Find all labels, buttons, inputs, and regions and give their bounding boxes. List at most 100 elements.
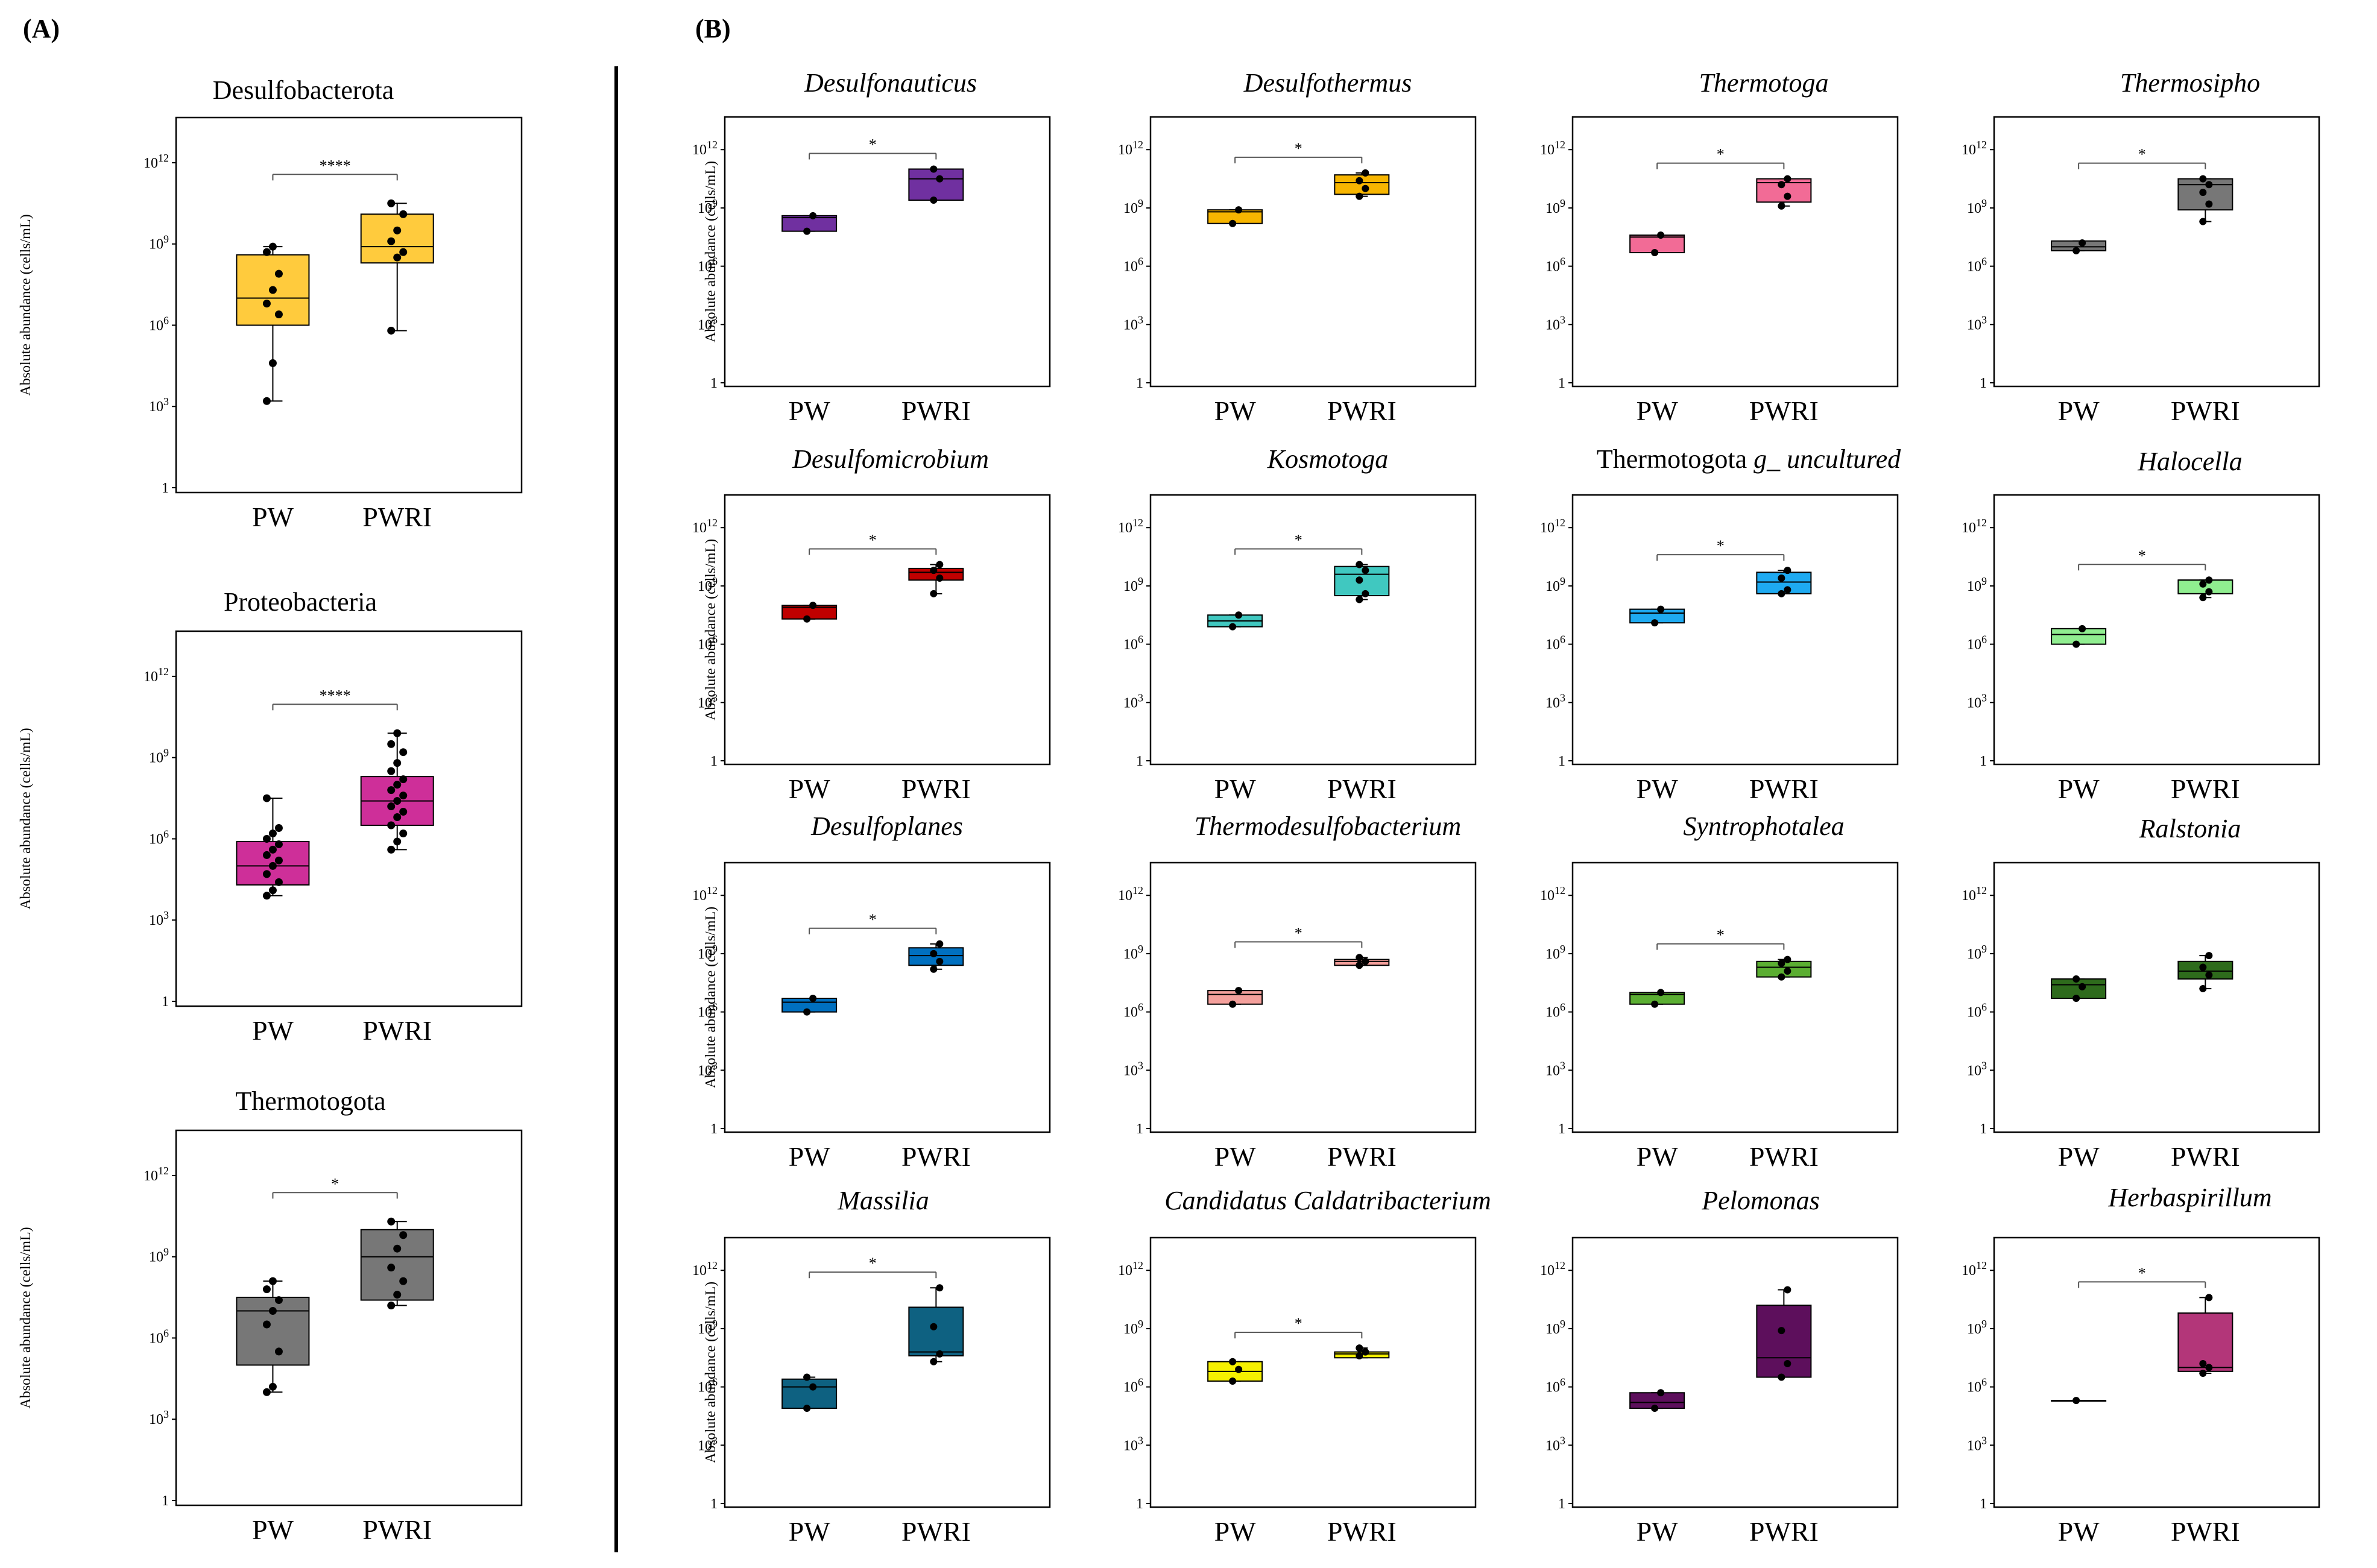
x-category-label: PW xyxy=(252,1514,294,1545)
y-tick-label: 109 xyxy=(698,197,718,216)
y-tick-exponent: 3 xyxy=(1138,1434,1143,1446)
y-tick-exponent: 9 xyxy=(1138,943,1143,955)
y-tick-exponent: 6 xyxy=(1560,1001,1565,1013)
plot-frame xyxy=(1571,494,1899,766)
x-category-label: PW xyxy=(1637,1516,1679,1547)
y-tick-exponent: 3 xyxy=(1560,1434,1565,1446)
x-category-label: PWRI xyxy=(2171,773,2240,804)
data-point xyxy=(268,242,277,251)
x-category-label: PW xyxy=(1637,395,1679,426)
y-tick-base: 1 xyxy=(1980,1496,1987,1512)
y-tick-base: 10 xyxy=(1545,695,1560,711)
y-tick-base: 10 xyxy=(149,913,163,928)
y-tick-label: 109 xyxy=(149,747,169,766)
data-point xyxy=(930,567,938,575)
y-tick-label: 103 xyxy=(698,691,718,711)
y-tick-label: 106 xyxy=(149,314,169,333)
y-tick-base: 1 xyxy=(1136,376,1143,391)
y-tick-exponent: 12 xyxy=(1132,517,1143,529)
data-point xyxy=(2205,1294,2213,1302)
y-tick-label: 106 xyxy=(1967,256,1987,275)
y-tick-base: 10 xyxy=(1967,1005,1981,1021)
plot-frame xyxy=(1993,116,2320,388)
plot-frame xyxy=(1149,494,1477,766)
y-axis-label: Absolute abundance (cells/mL) xyxy=(18,1227,34,1408)
y-tick-label: 103 xyxy=(1123,691,1143,711)
y-tick-exponent: 12 xyxy=(707,1259,718,1271)
x-category-label: PW xyxy=(789,1141,831,1172)
y-tick-label: 106 xyxy=(1123,256,1143,275)
y-tick-exponent: 3 xyxy=(712,1059,718,1071)
box-pw: PW xyxy=(2051,975,2107,1172)
y-tick-label: 1 xyxy=(710,1121,718,1137)
y-tick-exponent: 6 xyxy=(1560,1376,1565,1388)
x-category-label: PW xyxy=(252,502,294,532)
y-tick-label: 106 xyxy=(149,1327,169,1346)
data-point xyxy=(2199,189,2207,197)
chart-title: Desulfobacterota xyxy=(213,75,394,105)
y-tick-label: 1012 xyxy=(1118,517,1143,536)
data-point xyxy=(2205,952,2213,960)
y-axis-label: Absolute abundance (cells/mL) xyxy=(703,907,719,1088)
y-tick-label: 1 xyxy=(710,1496,718,1512)
data-point xyxy=(393,813,402,822)
y-tick-label: 103 xyxy=(1967,313,1987,333)
x-category-label: PW xyxy=(1214,1516,1257,1547)
data-point xyxy=(1784,1359,1791,1367)
box-pwri: PWRI xyxy=(360,1217,434,1545)
y-tick-label: 106 xyxy=(1967,1001,1987,1021)
data-point xyxy=(1362,957,1369,965)
y-tick-base: 10 xyxy=(1540,520,1555,536)
y-tick-base: 10 xyxy=(1123,637,1138,653)
y-tick-base: 10 xyxy=(1123,317,1138,333)
data-point xyxy=(387,845,396,854)
data-point xyxy=(2072,247,2080,254)
significance-stars: * xyxy=(2138,146,2146,163)
y-tick-exponent: 12 xyxy=(1555,139,1565,151)
y-tick-label: 103 xyxy=(1967,1434,1987,1453)
data-point xyxy=(930,949,938,957)
data-point xyxy=(2079,239,2086,247)
data-point xyxy=(1362,184,1369,192)
y-tick-exponent: 12 xyxy=(1132,139,1143,151)
box-pwri: PWRI xyxy=(1749,1286,1819,1547)
y-tick-exponent: 6 xyxy=(1560,256,1565,268)
box-iqr xyxy=(2177,960,2233,980)
y-axis-label: Absolute abundance (cells/mL) xyxy=(703,539,719,720)
y-tick-base: 10 xyxy=(1540,142,1555,158)
data-point xyxy=(387,199,396,207)
y-tick-label: 109 xyxy=(1967,1318,1987,1337)
chart-title: Syntrophotalea xyxy=(1683,811,1844,841)
box-pwri: PWRI xyxy=(901,165,971,426)
chart-title: Thermosipho xyxy=(2120,68,2260,98)
y-tick-exponent: 6 xyxy=(1138,1376,1143,1388)
data-point xyxy=(809,1383,817,1391)
box-pw: PW xyxy=(1629,231,1685,426)
data-point xyxy=(268,829,277,837)
box-pw: PW xyxy=(781,602,838,804)
x-category-label: PWRI xyxy=(1749,1141,1819,1172)
y-tick-base: 10 xyxy=(1118,888,1132,904)
y-tick-base: 10 xyxy=(1545,317,1560,333)
data-point xyxy=(1784,956,1791,963)
data-point xyxy=(1657,989,1665,997)
significance-stars: * xyxy=(1295,1315,1302,1332)
significance-stars: * xyxy=(1717,146,1725,163)
data-point xyxy=(274,1347,283,1356)
data-point xyxy=(262,300,271,308)
y-tick-base: 10 xyxy=(1967,1380,1981,1396)
y-tick-base: 10 xyxy=(1545,1380,1560,1396)
data-point xyxy=(2199,1370,2207,1378)
y-tick-base: 10 xyxy=(149,318,163,333)
y-tick-base: 10 xyxy=(1545,946,1560,962)
y-tick-label: 109 xyxy=(698,1318,718,1337)
y-tick-exponent: 6 xyxy=(1981,634,1987,646)
data-point xyxy=(274,823,283,832)
y-tick-label: 106 xyxy=(1545,1001,1565,1021)
y-tick-base: 1 xyxy=(710,1121,718,1137)
x-category-label: PWRI xyxy=(901,1516,971,1547)
y-tick-label: 109 xyxy=(1123,197,1143,216)
data-point xyxy=(393,729,402,737)
y-tick-base: 10 xyxy=(698,201,712,216)
